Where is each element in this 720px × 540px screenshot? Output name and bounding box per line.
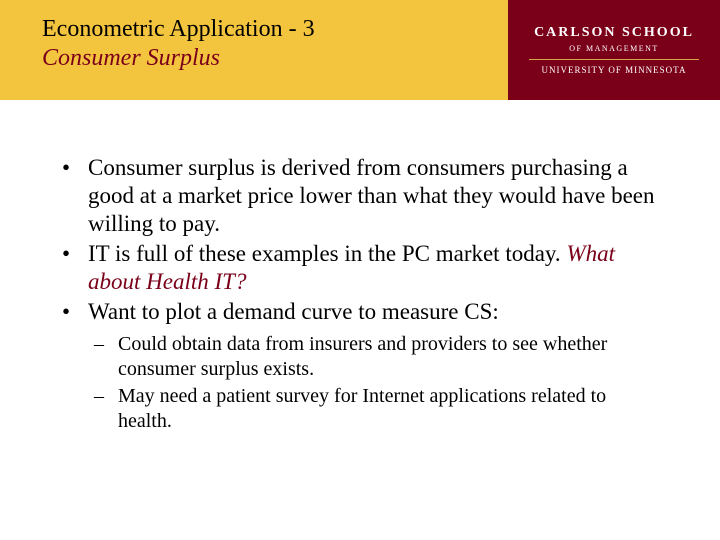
header-bar: Econometric Application - 3 Consumer Sur… xyxy=(0,0,720,100)
title-block: Econometric Application - 3 Consumer Sur… xyxy=(0,0,508,100)
logo-divider xyxy=(529,59,699,60)
slide-content: Consumer surplus is derived from consume… xyxy=(0,100,720,433)
bullet-item: Consumer surplus is derived from consume… xyxy=(56,154,664,238)
logo-block: CARLSON SCHOOL OF MANAGEMENT UNIVERSITY … xyxy=(508,0,720,100)
bullet-text: Want to plot a demand curve to measure C… xyxy=(88,299,499,324)
slide-title-line1: Econometric Application - 3 xyxy=(42,16,508,43)
sub-bullet-item: Could obtain data from insurers and prov… xyxy=(88,332,664,382)
bullet-list: Consumer surplus is derived from consume… xyxy=(56,154,664,433)
sub-bullet-item: May need a patient survey for Internet a… xyxy=(88,384,664,434)
logo-main-text: CARLSON SCHOOL xyxy=(534,25,694,42)
bullet-item: IT is full of these examples in the PC m… xyxy=(56,240,664,296)
bullet-text: IT is full of these examples in the PC m… xyxy=(88,241,566,266)
sub-bullet-list: Could obtain data from insurers and prov… xyxy=(88,332,664,433)
bullet-item: Want to plot a demand curve to measure C… xyxy=(56,298,664,433)
logo-sub-text-1: OF MANAGEMENT xyxy=(569,44,659,53)
logo-sub-text-2: UNIVERSITY OF MINNESOTA xyxy=(542,65,687,75)
slide-title-line2: Consumer Surplus xyxy=(42,45,508,72)
